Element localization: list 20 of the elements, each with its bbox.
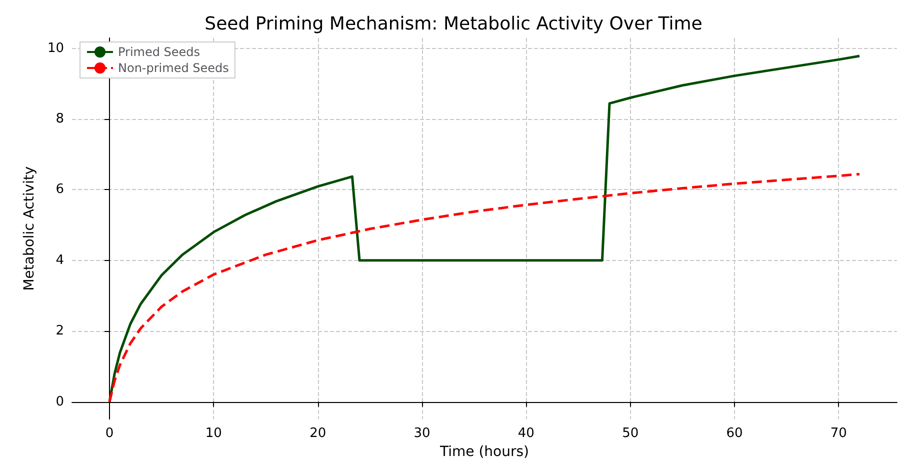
x-axis-title: Time (hours) [439,444,529,460]
x-tick-label: 30 [414,426,430,442]
x-tick-label: 50 [622,426,639,442]
y-tick-label: 6 [56,182,64,198]
x-tick-label: 60 [726,426,743,442]
y-tick-label: 8 [56,111,64,126]
x-tick-label: 0 [105,426,114,442]
chart-title: Seed Priming Mechanism: Metabolic Activity Over Time [204,14,702,34]
line-series [108,172,861,404]
y-tick-label: 4 [56,252,64,268]
y-tick-label: 0 [56,394,64,410]
y-tick-label: 2 [56,324,64,339]
y-axis-title: Metabolic Activity [22,166,38,291]
legend-label: Primed Seeds [118,45,200,59]
legend-label: Non-primed Seeds [118,61,229,75]
y-tick-label: 10 [47,40,64,56]
x-tick-label: 20 [310,426,326,442]
x-tick-label: 10 [205,426,222,442]
x-tick-label: 40 [518,426,534,442]
x-tick-label: 70 [830,426,847,442]
